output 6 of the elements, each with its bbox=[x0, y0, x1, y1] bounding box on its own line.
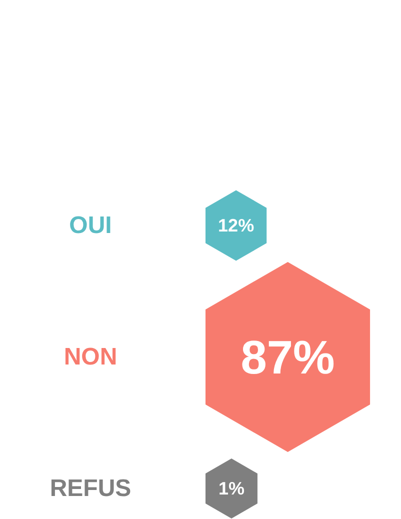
category-label: REFUS bbox=[50, 475, 132, 502]
data-label: 12% bbox=[218, 216, 254, 236]
data-label: 1% bbox=[218, 478, 244, 498]
category-label: OUI bbox=[69, 212, 112, 239]
category-label: NON bbox=[64, 344, 118, 370]
data-label: 87% bbox=[240, 330, 335, 384]
